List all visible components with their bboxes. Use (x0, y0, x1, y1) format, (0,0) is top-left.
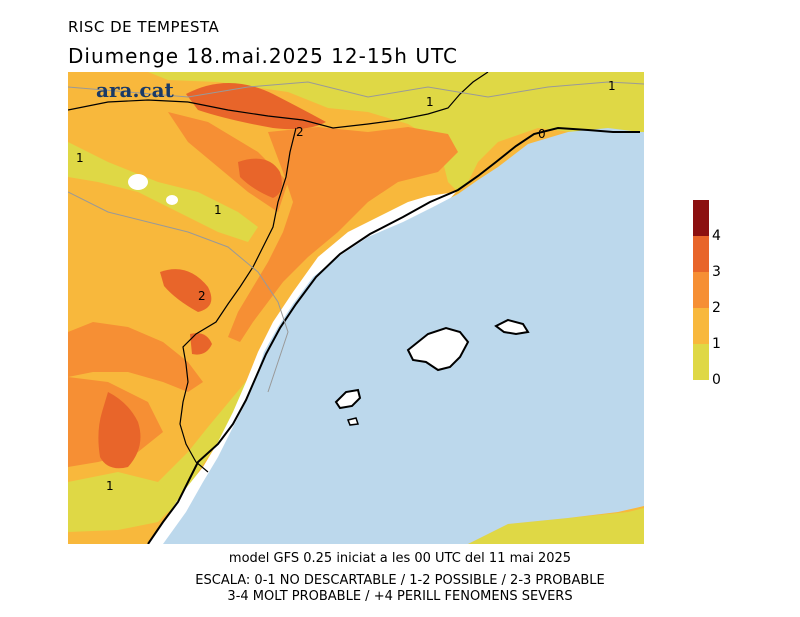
legend-swatch-1 (693, 308, 709, 344)
contour-line-1 (68, 81, 644, 98)
chart-title: RISC DE TEMPESTA (68, 18, 220, 36)
land-risk-0-1-africa (468, 508, 644, 544)
scale-line-1: ESCALA: 0-1 NO DESCARTABLE / 1-2 POSSIBL… (195, 573, 605, 588)
island-mallorca (406, 326, 470, 372)
land-gap-2 (166, 195, 178, 205)
border-line-3 (68, 99, 189, 111)
contour-label: 1 (76, 151, 84, 165)
land-risk-3-4-cell-4 (190, 333, 212, 355)
scale-line-2: 3-4 MOLT PROBABLE / +4 PERILL FENOMENS S… (227, 589, 573, 604)
ara-cat-logo: ara.cat (96, 78, 174, 102)
model-info: model GFS 0.25 iniciat a les 00 UTC del … (228, 551, 572, 566)
legend-swatch-3 (693, 236, 709, 272)
legend-swatch-4 (693, 200, 709, 236)
island-ibiza (334, 388, 362, 410)
legend-label-3: 3 (712, 264, 721, 280)
land-risk-3-4-cell-2 (238, 158, 282, 198)
border-line-2 (179, 127, 297, 473)
contour-label: 2 (296, 125, 304, 139)
risk-color-legend (693, 200, 709, 380)
land-risk-3-4-cell-3 (98, 392, 141, 469)
contour-line-2 (68, 191, 289, 393)
island-formentera (346, 417, 360, 426)
legend-label-1: 1 (712, 336, 721, 352)
contour-label: 0 (538, 127, 546, 141)
coastline (147, 126, 640, 544)
land-risk-0-1-south (68, 472, 178, 532)
legend-label-2: 2 (712, 300, 721, 316)
land-risk-3-4-cell-5 (160, 269, 212, 312)
legend-label-4: 4 (712, 228, 721, 244)
storm-risk-map: 1 2 1 1 2 1 1 0 (68, 72, 644, 544)
land-risk-0-1-west (68, 142, 258, 242)
legend-swatch-2 (693, 272, 709, 308)
contour-label: 1 (608, 79, 616, 93)
chart-subtitle: Diumenge 18.mai.2025 12-15h UTC (68, 44, 458, 68)
land-risk-0-1-north (148, 72, 644, 192)
contour-label: 1 (214, 203, 222, 217)
legend-swatch-0 (693, 344, 709, 380)
contour-label: 2 (198, 289, 206, 303)
land-gap-1 (128, 174, 148, 190)
sea (163, 128, 644, 544)
island-menorca (494, 318, 530, 336)
land-risk-2-3-west (68, 322, 203, 392)
border-line-1 (187, 72, 489, 129)
land-risk-2-3-east (228, 127, 458, 342)
land-risk-3-4-cell-1 (186, 83, 326, 130)
legend-label-0: 0 (712, 372, 721, 388)
contour-label: 1 (106, 479, 114, 493)
contour-label: 1 (426, 95, 434, 109)
